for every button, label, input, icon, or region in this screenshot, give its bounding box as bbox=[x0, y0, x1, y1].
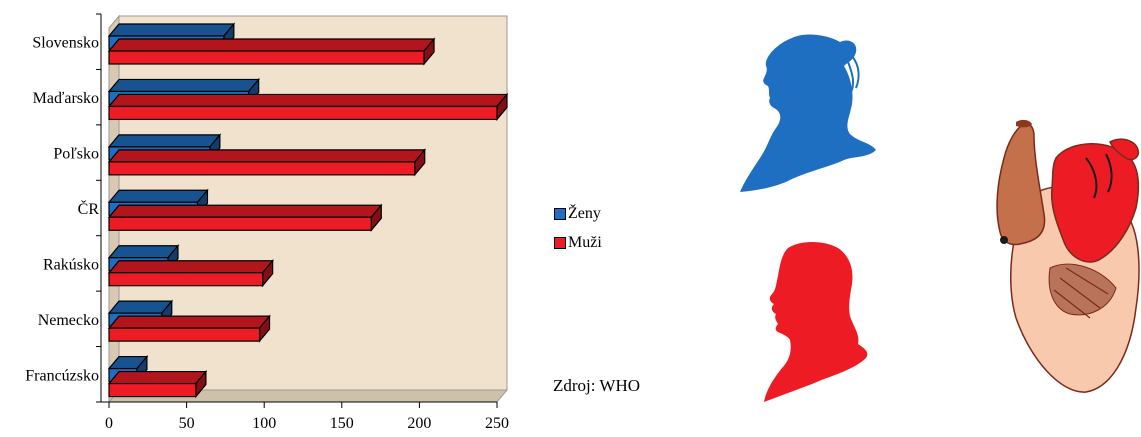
x-tick-label: 200 bbox=[407, 415, 431, 432]
legend-label-muzi: Muži bbox=[568, 233, 602, 251]
x-tick-label: 250 bbox=[485, 415, 509, 432]
woman-silhouette-image bbox=[740, 34, 876, 192]
legend: Ženy Muži bbox=[554, 199, 602, 257]
x-tick-label: 100 bbox=[252, 415, 276, 432]
bar-muži-top bbox=[107, 93, 509, 108]
category-label: Poľsko bbox=[53, 146, 99, 163]
legend-swatch-muzi bbox=[554, 236, 566, 249]
legend-item-muzi: Muži bbox=[554, 228, 602, 257]
source-note: Zdroj: WHO bbox=[553, 376, 641, 395]
bar-muži-top bbox=[107, 315, 271, 329]
bar-ženy-top bbox=[107, 78, 260, 93]
bar-ženy-top bbox=[107, 300, 174, 314]
bar-muži bbox=[108, 327, 261, 342]
bar-muži-top bbox=[107, 149, 427, 163]
x-tick-label: 50 bbox=[179, 415, 195, 432]
category-label: Francúzsko bbox=[25, 367, 99, 384]
bar-muži-top bbox=[107, 38, 436, 52]
legend-label-zeny: Ženy bbox=[568, 204, 601, 222]
heart-image bbox=[996, 119, 1140, 393]
legend-swatch-zeny bbox=[554, 207, 566, 220]
man-silhouette-image bbox=[764, 242, 868, 402]
bar-chart: 0 50 100 150 200 250 Slovensko Maďarsko Poľsko ČR… bbox=[25, 13, 509, 432]
category-label: Rakúsko bbox=[43, 256, 99, 273]
category-label: Nemecko bbox=[38, 312, 99, 329]
x-tick-label: 0 bbox=[105, 415, 113, 432]
bar-muži-top bbox=[107, 370, 208, 385]
bar-muži bbox=[108, 161, 416, 176]
bar-muži bbox=[108, 216, 372, 231]
bar-muži bbox=[108, 50, 425, 65]
bar-muži-top bbox=[107, 204, 383, 218]
category-label: Maďarsko bbox=[33, 90, 99, 107]
bar-ženy-top bbox=[107, 189, 209, 203]
x-tick-label: 150 bbox=[330, 415, 354, 432]
bar-ženy-top bbox=[107, 245, 180, 259]
bar-muži bbox=[108, 272, 264, 287]
category-label: ČR bbox=[78, 199, 100, 218]
bar-muži-top bbox=[107, 260, 274, 274]
bar-ženy-top bbox=[107, 23, 236, 37]
bar-muži bbox=[108, 382, 197, 398]
bar-muži bbox=[108, 105, 498, 121]
legend-item-zeny: Ženy bbox=[554, 199, 602, 228]
category-label: Slovensko bbox=[32, 35, 99, 52]
bar-ženy-top bbox=[107, 134, 222, 148]
